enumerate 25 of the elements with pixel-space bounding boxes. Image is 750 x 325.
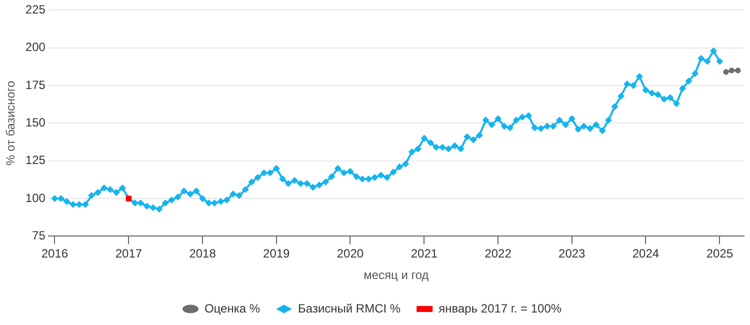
point — [728, 68, 734, 74]
x-axis-title: месяц и год — [364, 268, 429, 282]
x-tick-label: 2022 — [484, 246, 512, 261]
point — [723, 69, 729, 75]
y-tick-label: 200 — [25, 40, 46, 54]
x-tick-label: 2016 — [41, 246, 68, 261]
y-tick-label: 150 — [25, 116, 46, 130]
x-tick-label: 2021 — [410, 246, 438, 261]
y-tick-label: 100 — [25, 190, 46, 205]
legend-label: Оценка % — [204, 301, 260, 316]
y-tick-label: 225 — [25, 2, 46, 17]
point — [735, 68, 741, 74]
legend-label: январь 2017 г. = 100% — [438, 301, 562, 316]
x-tick-label: 2019 — [263, 246, 290, 261]
x-tick-label: 2024 — [632, 246, 660, 261]
x-tick-label: 2025 — [706, 246, 734, 261]
x-tick-label: 2018 — [189, 246, 216, 261]
x-tick-label: 2020 — [336, 246, 364, 261]
legend-label: Базисный RMCI % — [298, 301, 401, 316]
x-tick-label: 2017 — [115, 246, 142, 261]
y-axis-title: % от базисного — [4, 80, 18, 166]
y-tick-label: 175 — [25, 78, 46, 92]
y-tick-label: 125 — [25, 153, 46, 168]
y-tick-label: 75 — [32, 228, 46, 243]
x-tick-label: 2023 — [558, 246, 586, 261]
